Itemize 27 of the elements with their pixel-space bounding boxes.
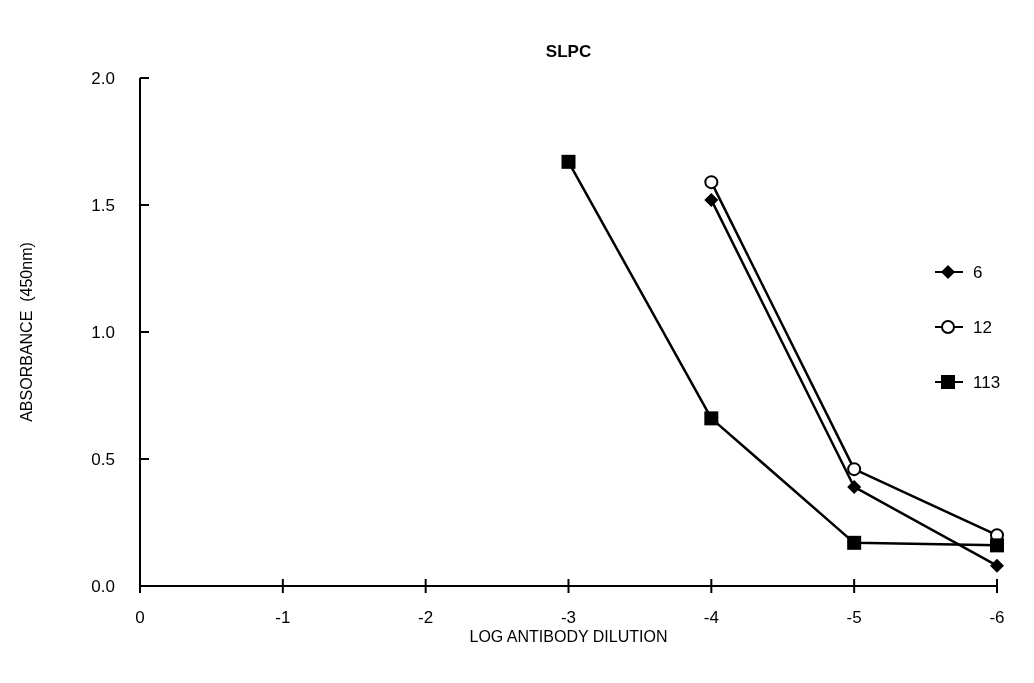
x-tick-label: -4: [703, 608, 719, 627]
point: [847, 479, 862, 494]
chart-title: SLPC: [545, 42, 592, 61]
point: [847, 535, 862, 550]
x-tick-label: -3: [560, 608, 577, 627]
point: [704, 192, 719, 207]
point: [704, 175, 719, 190]
x-tick-label: 0: [135, 608, 145, 627]
y-tick-label: 0.0: [91, 577, 115, 596]
legend-label: 113: [973, 373, 1001, 392]
point: [990, 538, 1004, 553]
y-axis-title: ABSORBANCE (450nm): [18, 242, 35, 422]
y-tick-label: 2.0: [91, 69, 115, 88]
point: [847, 462, 862, 477]
legend-label: 12: [973, 318, 992, 337]
point: [704, 411, 719, 426]
y-tick-label: 1.0: [91, 323, 115, 342]
x-axis-title: LOG ANTIBODY DILUTION: [469, 628, 668, 645]
point: [561, 154, 576, 169]
x-tick-label: -2: [418, 608, 434, 627]
legend-label: 6: [973, 263, 983, 282]
x-tick-label: -5: [846, 608, 862, 627]
y-tick-label: 1.5: [91, 196, 115, 215]
y-tick-label: 0.5: [91, 450, 115, 469]
x-tick-label: -6: [989, 608, 1005, 627]
point: [990, 558, 1004, 573]
x-tick-label: -1: [275, 608, 291, 627]
